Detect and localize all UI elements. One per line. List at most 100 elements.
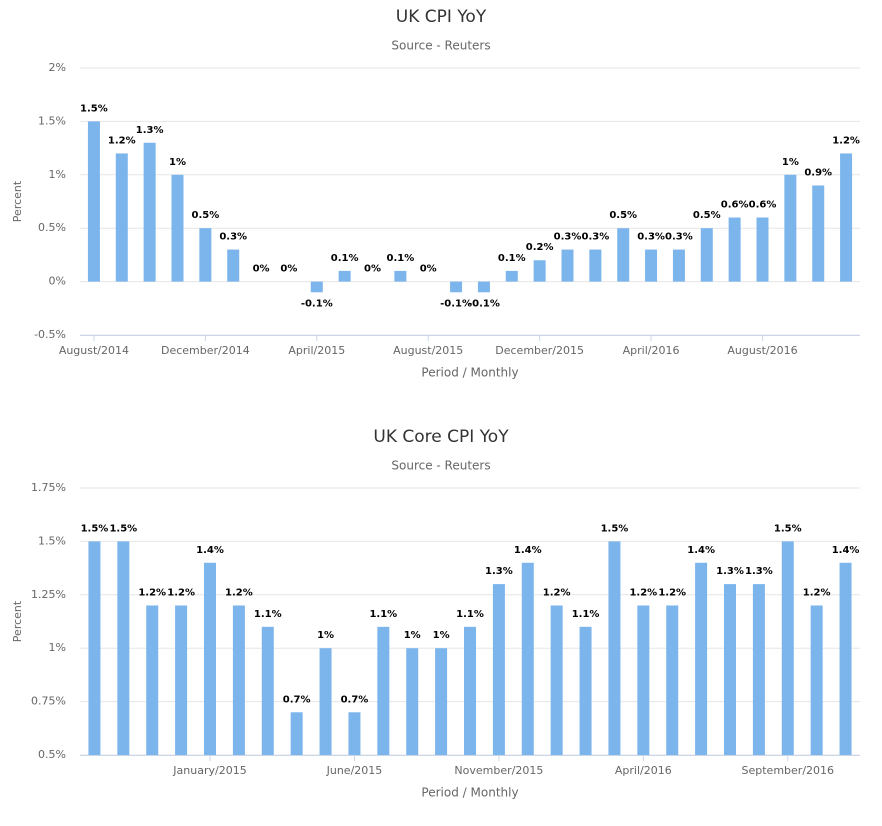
- value-label: 1%: [317, 630, 334, 641]
- y-tick-label: 2%: [49, 61, 66, 74]
- bar: [561, 249, 574, 282]
- bar: [450, 281, 463, 293]
- y-tick-label: 1.5%: [38, 114, 66, 127]
- bar: [227, 249, 240, 282]
- bar: [752, 584, 765, 755]
- value-label: 1.2%: [167, 587, 195, 598]
- value-label: 0%: [364, 264, 381, 275]
- value-label: 0.7%: [283, 694, 311, 705]
- bar: [637, 605, 650, 755]
- value-label: 1.2%: [543, 587, 571, 598]
- value-label: 1.4%: [196, 545, 224, 556]
- value-label: 1.3%: [136, 125, 164, 136]
- bar: [117, 541, 130, 755]
- value-label: 1%: [433, 630, 450, 641]
- bar: [261, 626, 274, 755]
- y-tick-label: 0%: [49, 275, 66, 288]
- bar: [204, 562, 216, 755]
- value-label: 0.3%: [665, 232, 693, 243]
- bar: [695, 562, 708, 755]
- bar: [477, 281, 490, 293]
- bar: [377, 626, 390, 755]
- bar: [812, 185, 825, 282]
- value-label: 1.2%: [629, 587, 657, 598]
- value-label: 0.9%: [804, 167, 832, 178]
- value-label: 1.5%: [81, 523, 109, 534]
- value-label: 0.3%: [581, 232, 609, 243]
- value-label: 1.3%: [716, 566, 744, 577]
- value-label: 1.4%: [514, 545, 542, 556]
- bar: [435, 648, 448, 755]
- y-tick-label: 1.75%: [31, 481, 66, 494]
- x-tick-label: April/2016: [623, 344, 680, 357]
- bar: [88, 541, 101, 755]
- value-label: 1.1%: [369, 609, 397, 620]
- bar: [839, 562, 852, 755]
- bar: [310, 281, 323, 293]
- value-label: 1.5%: [80, 103, 108, 114]
- bar: [143, 142, 156, 282]
- value-label: 1.3%: [485, 566, 513, 577]
- bar: [492, 584, 505, 755]
- chart-subtitle: Source - Reuters: [391, 39, 490, 53]
- chart-title: UK CPI YoY: [396, 7, 487, 27]
- x-tick-label: December/2014: [161, 344, 250, 357]
- bar: [464, 626, 476, 755]
- value-label: -0.1%: [440, 298, 472, 309]
- x-axis-title: Period / Monthly: [421, 786, 518, 800]
- y-tick-label: 1%: [49, 641, 66, 654]
- y-tick-label: 0.75%: [31, 695, 66, 708]
- value-label: 1.2%: [832, 135, 860, 146]
- bar: [589, 249, 602, 282]
- y-tick-label: 0.5%: [38, 221, 66, 234]
- value-label: 0.6%: [721, 200, 749, 211]
- bar: [617, 228, 630, 282]
- value-label: 1.5%: [774, 523, 802, 534]
- value-label: 0.6%: [749, 200, 777, 211]
- value-label: 0.3%: [554, 232, 582, 243]
- value-label: 1.2%: [108, 135, 136, 146]
- x-tick-label: November/2015: [454, 764, 543, 777]
- value-label: 0%: [280, 264, 297, 275]
- x-tick-label: August/2015: [393, 344, 463, 357]
- value-label: 1%: [782, 157, 799, 168]
- y-axis-title: Percent: [11, 600, 24, 642]
- value-label: 0.1%: [331, 253, 359, 264]
- bar: [781, 541, 794, 755]
- y-axis-title: Percent: [11, 180, 24, 222]
- bar: [672, 249, 685, 282]
- bar: [700, 228, 713, 282]
- value-label: 1.2%: [225, 587, 253, 598]
- bar: [521, 562, 534, 755]
- x-tick-label: August/2016: [727, 344, 797, 357]
- bar: [505, 270, 518, 282]
- bar: [406, 648, 419, 755]
- bar: [666, 605, 679, 755]
- bar: [115, 153, 128, 282]
- value-label: 0%: [420, 264, 437, 275]
- bar: [550, 605, 563, 755]
- y-tick-label: 1.25%: [31, 588, 66, 601]
- y-tick-label: 1.5%: [38, 534, 66, 547]
- x-axis-title: Period / Monthly: [421, 366, 518, 380]
- value-label: 0%: [253, 264, 270, 275]
- value-label: 0.1%: [386, 253, 414, 264]
- value-label: 0.5%: [693, 210, 721, 221]
- value-label: 0.5%: [609, 210, 637, 221]
- x-tick-label: April/2015: [288, 344, 345, 357]
- value-label: 0.3%: [219, 232, 247, 243]
- x-tick-label: August/2014: [59, 344, 129, 357]
- bar: [348, 712, 361, 755]
- x-tick-label: June/2015: [326, 764, 383, 777]
- value-label: 0.1%: [498, 253, 526, 264]
- bar: [290, 712, 303, 755]
- x-tick-label: April/2016: [615, 764, 672, 777]
- value-label: -0.1%: [301, 298, 333, 309]
- bar: [171, 174, 184, 282]
- value-label: 1.3%: [745, 566, 773, 577]
- x-tick-label: January/2015: [172, 764, 246, 777]
- bar: [146, 605, 159, 755]
- value-label: 1.1%: [456, 609, 484, 620]
- bar: [175, 605, 188, 755]
